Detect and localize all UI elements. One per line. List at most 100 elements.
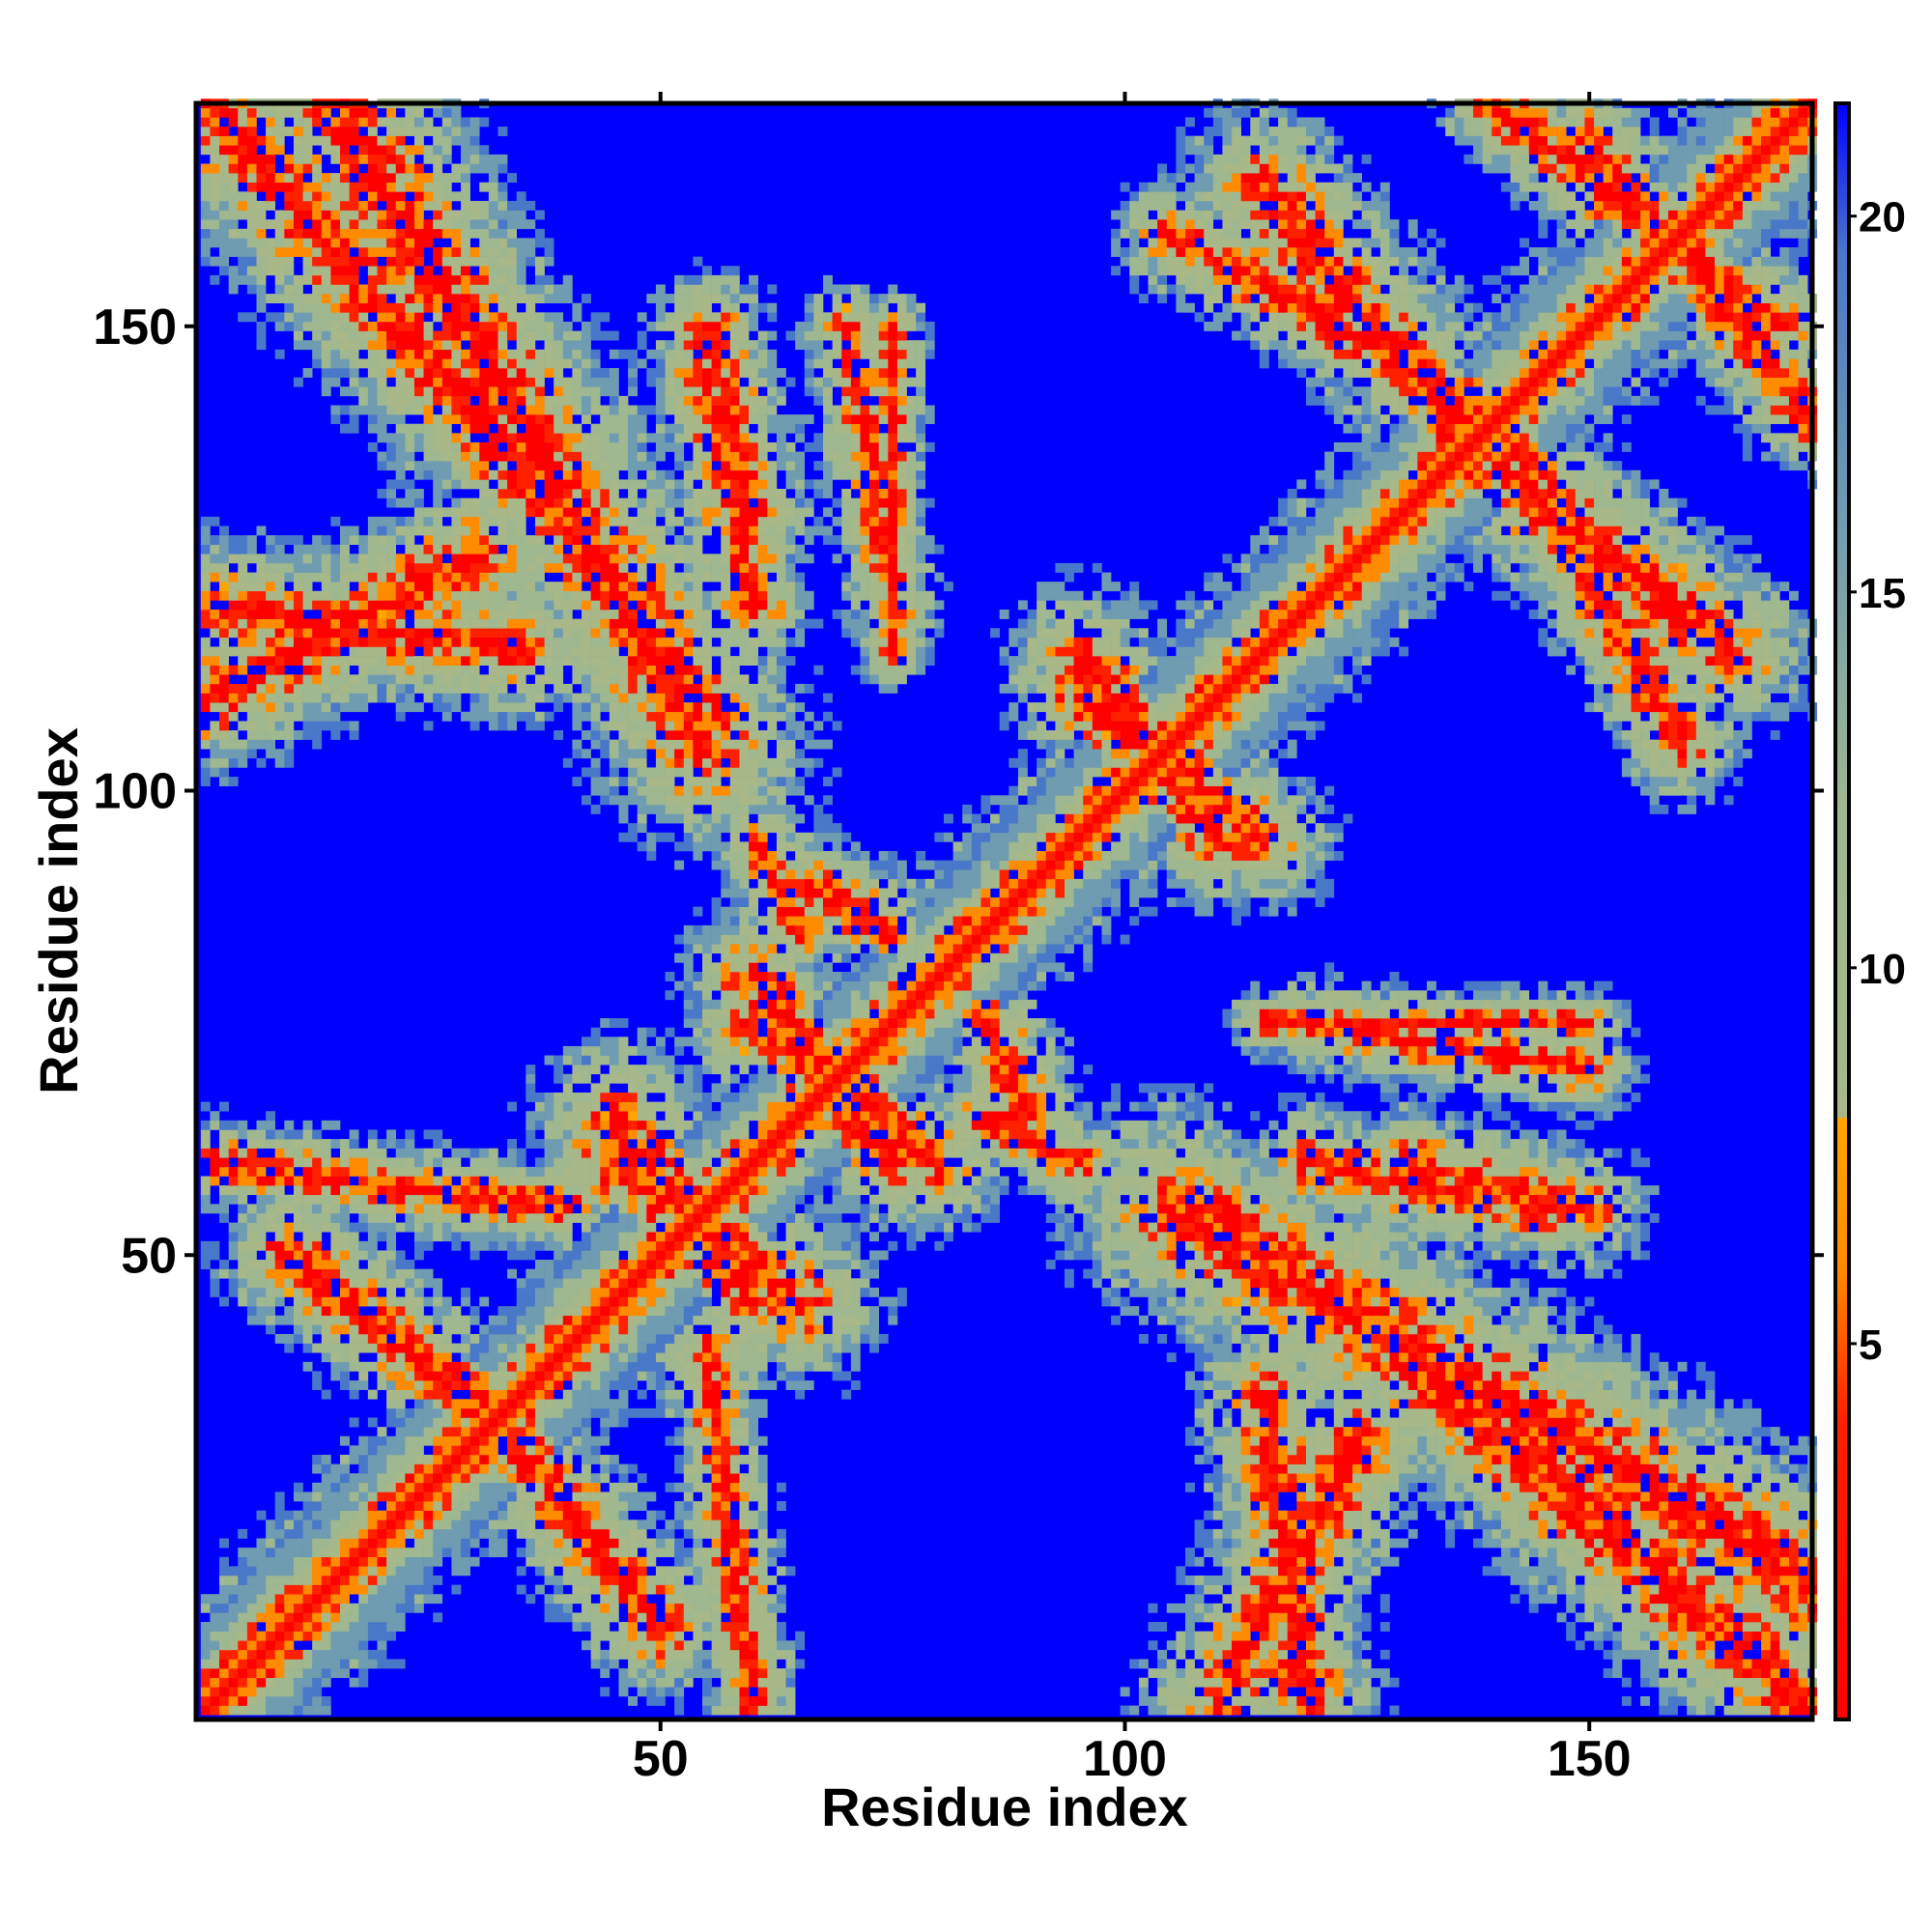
heatmap-cell	[266, 1296, 276, 1307]
heatmap-cell	[246, 1705, 257, 1716]
heatmap-cell	[572, 665, 582, 675]
heatmap-cell	[507, 1232, 518, 1242]
heatmap-cell	[609, 1157, 619, 1168]
heatmap-cell	[433, 1399, 443, 1409]
heatmap-cell	[469, 1482, 480, 1492]
heatmap-cell	[665, 1232, 675, 1242]
heatmap-cell	[266, 135, 276, 146]
heatmap-cell	[377, 1333, 387, 1344]
heatmap-cell	[266, 145, 276, 156]
heatmap-cell	[405, 163, 415, 174]
heatmap-cell	[340, 1622, 350, 1632]
heatmap-cell	[386, 284, 397, 295]
heatmap-cell	[433, 618, 443, 629]
heatmap-cell	[562, 321, 573, 331]
heatmap-cell	[274, 1622, 285, 1632]
heatmap-cell	[413, 1352, 424, 1363]
heatmap-cell	[655, 497, 666, 508]
heatmap-cell	[562, 1250, 573, 1261]
heatmap-cell	[266, 562, 276, 573]
heatmap-cell	[210, 590, 220, 601]
heatmap-cell	[479, 1454, 490, 1464]
heatmap-cell	[665, 1055, 675, 1065]
heatmap-cell	[330, 1528, 341, 1539]
heatmap-cell	[609, 377, 619, 387]
heatmap-cell	[321, 340, 331, 351]
heatmap-cell	[618, 1584, 629, 1595]
heatmap-cell	[340, 1296, 350, 1307]
heatmap-cell	[646, 554, 657, 564]
heatmap-cell	[340, 1640, 350, 1651]
heatmap-cell	[497, 683, 508, 694]
heatmap-cell	[358, 1677, 369, 1688]
heatmap-cell	[441, 600, 452, 611]
heatmap-cell	[340, 535, 350, 545]
heatmap-cell	[655, 757, 666, 768]
heatmap-cell	[582, 1622, 591, 1632]
heatmap-cell	[461, 497, 470, 508]
heatmap-cell	[497, 610, 508, 619]
heatmap-cell	[266, 1194, 276, 1205]
heatmap-cell	[321, 330, 331, 341]
heatmap-cell	[507, 665, 518, 675]
heatmap-cell	[544, 507, 554, 518]
heatmap-cell	[395, 423, 406, 434]
heatmap-cell	[516, 461, 526, 471]
heatmap-cell	[367, 1343, 378, 1353]
heatmap-cell	[544, 1333, 554, 1344]
heatmap-cell	[665, 972, 675, 981]
heatmap-cell	[600, 674, 611, 685]
heatmap-cell	[293, 628, 303, 639]
heatmap-cell	[516, 1427, 526, 1437]
heatmap-cell	[367, 330, 378, 341]
heatmap-cell	[312, 321, 323, 331]
heatmap-cell	[441, 1324, 452, 1335]
heatmap-cell	[246, 582, 257, 592]
heatmap-cell	[544, 637, 554, 647]
heatmap-cell	[413, 1575, 424, 1585]
heatmap-cell	[609, 590, 619, 601]
heatmap-cell	[367, 610, 378, 619]
heatmap-cell	[405, 1407, 415, 1418]
heatmap-cell	[590, 665, 601, 675]
heatmap-cell	[395, 1296, 406, 1307]
heatmap-cell	[284, 1120, 295, 1130]
heatmap-cell	[274, 535, 285, 545]
heatmap-cell	[395, 1566, 406, 1577]
heatmap-cell	[274, 562, 285, 573]
heatmap-cell	[405, 526, 415, 536]
heatmap-cell	[377, 590, 387, 601]
heatmap-cell	[526, 497, 536, 508]
heatmap-cell	[609, 451, 619, 462]
heatmap-cell	[284, 1575, 295, 1585]
heatmap-cell	[618, 433, 629, 443]
heatmap-cell	[349, 1166, 359, 1177]
heatmap-cell	[655, 377, 666, 387]
heatmap-cell	[433, 1548, 443, 1558]
heatmap-cell	[572, 507, 582, 518]
heatmap-cell	[321, 1520, 331, 1530]
heatmap-cell	[618, 544, 629, 554]
heatmap-cell	[665, 683, 675, 694]
heatmap-cell	[377, 219, 387, 230]
heatmap-cell	[340, 266, 350, 276]
heatmap-cell	[210, 219, 220, 230]
heatmap-cell	[200, 1668, 211, 1679]
heatmap-cell	[618, 414, 629, 425]
heatmap-cell	[321, 127, 331, 136]
heatmap-cell	[302, 1687, 313, 1697]
heatmap-cell	[293, 1185, 303, 1196]
heatmap-cell	[590, 1548, 601, 1558]
heatmap-cell	[497, 1548, 508, 1558]
heatmap-cell	[451, 386, 462, 397]
heatmap-cell	[628, 610, 638, 619]
heatmap-cell	[349, 1612, 359, 1623]
heatmap-cell	[590, 1631, 601, 1641]
heatmap-cell	[582, 674, 591, 685]
heatmap-cell	[562, 1333, 573, 1344]
heatmap-cell	[554, 1148, 564, 1158]
heatmap-cell	[377, 1139, 387, 1149]
heatmap-cell	[665, 777, 675, 786]
heatmap-cell	[590, 721, 601, 731]
heatmap-cell	[582, 1268, 591, 1279]
